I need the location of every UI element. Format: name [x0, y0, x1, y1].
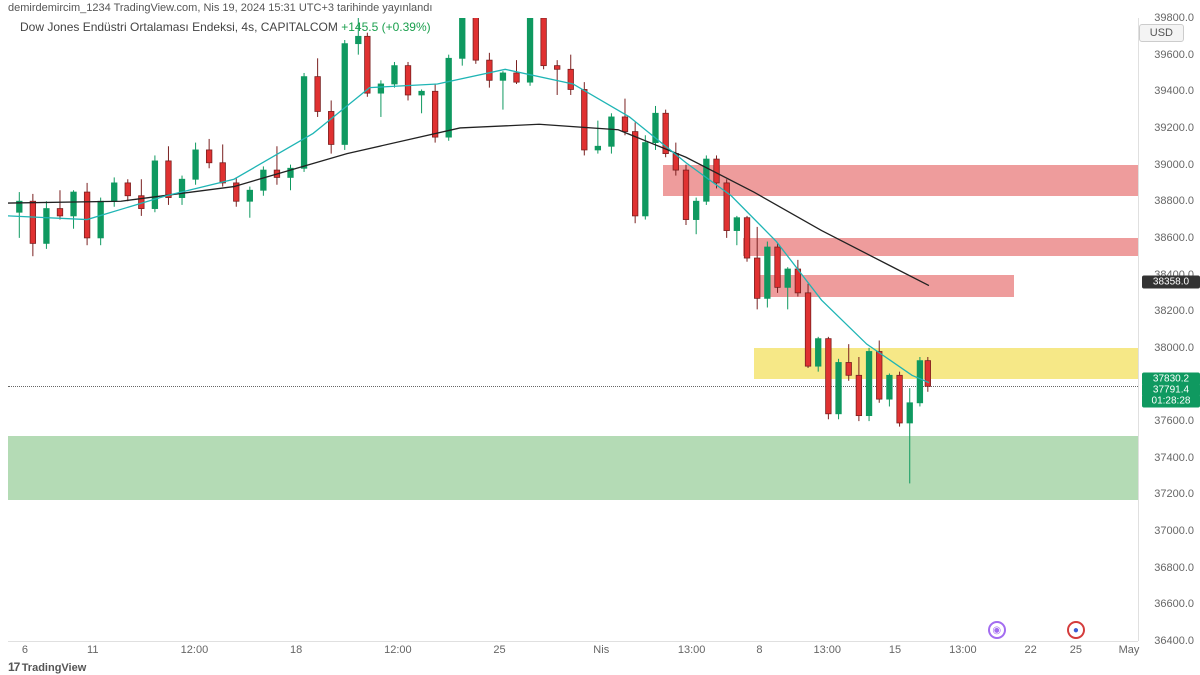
x-tick-label: 13:00 [678, 644, 706, 656]
y-tick-label: 39200.0 [1154, 122, 1194, 134]
x-tick-label: 11 [87, 644, 98, 656]
y-tick-label: 37400.0 [1154, 452, 1194, 464]
y-axis[interactable]: 36400.036600.036800.037000.037200.037400… [1138, 18, 1200, 641]
tag-countdown: 01:28:28 [1142, 394, 1200, 407]
y-tick-label: 39000.0 [1154, 159, 1194, 171]
x-tick-label: 25 [493, 644, 505, 656]
x-tick-label: 25 [1070, 644, 1082, 656]
publish-text: demirdemircim_1234 TradingView.com, Nis … [8, 2, 432, 14]
y-tick-label: 38200.0 [1154, 305, 1194, 317]
x-tick-label: 13:00 [813, 644, 841, 656]
x-tick-label: 22 [1025, 644, 1037, 656]
x-tick-label: 12:00 [181, 644, 209, 656]
y-tick-label: 38800.0 [1154, 195, 1194, 207]
x-axis[interactable]: 6 11 12:00 18 12:00 25 Nis 13:00 8 13:00 15 13:00 22… [8, 641, 1138, 659]
publish-header: demirdemircim_1234 TradingView.com, Nis … [0, 0, 1200, 18]
x-tick-label: 6 [22, 644, 28, 656]
currency-badge[interactable]: USD [1139, 24, 1184, 42]
price-plot [8, 18, 1138, 641]
tag-level: 38358.0 [1142, 276, 1200, 289]
x-tick-label: 18 [290, 644, 302, 656]
y-tick-label: 37000.0 [1154, 525, 1194, 537]
y-tick-label: 36800.0 [1154, 562, 1194, 574]
y-tick-label: 38600.0 [1154, 232, 1194, 244]
y-tick-label: 37200.0 [1154, 488, 1194, 500]
event-purple[interactable]: ◉ [988, 621, 1006, 639]
x-tick-label: May [1119, 644, 1140, 656]
symbol-title: Dow Jones Endüstri Ortalaması Endeksi, 4… [20, 20, 338, 34]
y-tick-label: 39800.0 [1154, 12, 1194, 24]
y-tick-label: 38000.0 [1154, 342, 1194, 354]
y-tick-label: 37600.0 [1154, 415, 1194, 427]
x-tick-label: Nis [593, 644, 609, 656]
chart-title: Dow Jones Endüstri Ortalaması Endeksi, 4… [20, 20, 431, 34]
brand-footer: 17 TradingView [8, 660, 86, 674]
price-change-pct: (+0.39%) [382, 20, 431, 34]
x-tick-label: 15 [889, 644, 901, 656]
brand-label: TradingView [22, 662, 87, 674]
y-tick-label: 36400.0 [1154, 635, 1194, 647]
y-tick-label: 36600.0 [1154, 598, 1194, 610]
y-tick-label: 39400.0 [1154, 85, 1194, 97]
price-change: +145.5 [341, 20, 378, 34]
currency-label: USD [1150, 27, 1173, 39]
x-tick-label: 13:00 [949, 644, 977, 656]
x-tick-label: 12:00 [384, 644, 412, 656]
event-flag[interactable]: ● [1067, 621, 1085, 639]
y-tick-label: 39600.0 [1154, 49, 1194, 61]
chart-area[interactable]: 38358.037830.237791.401:28:28 ◉● [8, 18, 1138, 641]
x-tick-label: 8 [756, 644, 762, 656]
